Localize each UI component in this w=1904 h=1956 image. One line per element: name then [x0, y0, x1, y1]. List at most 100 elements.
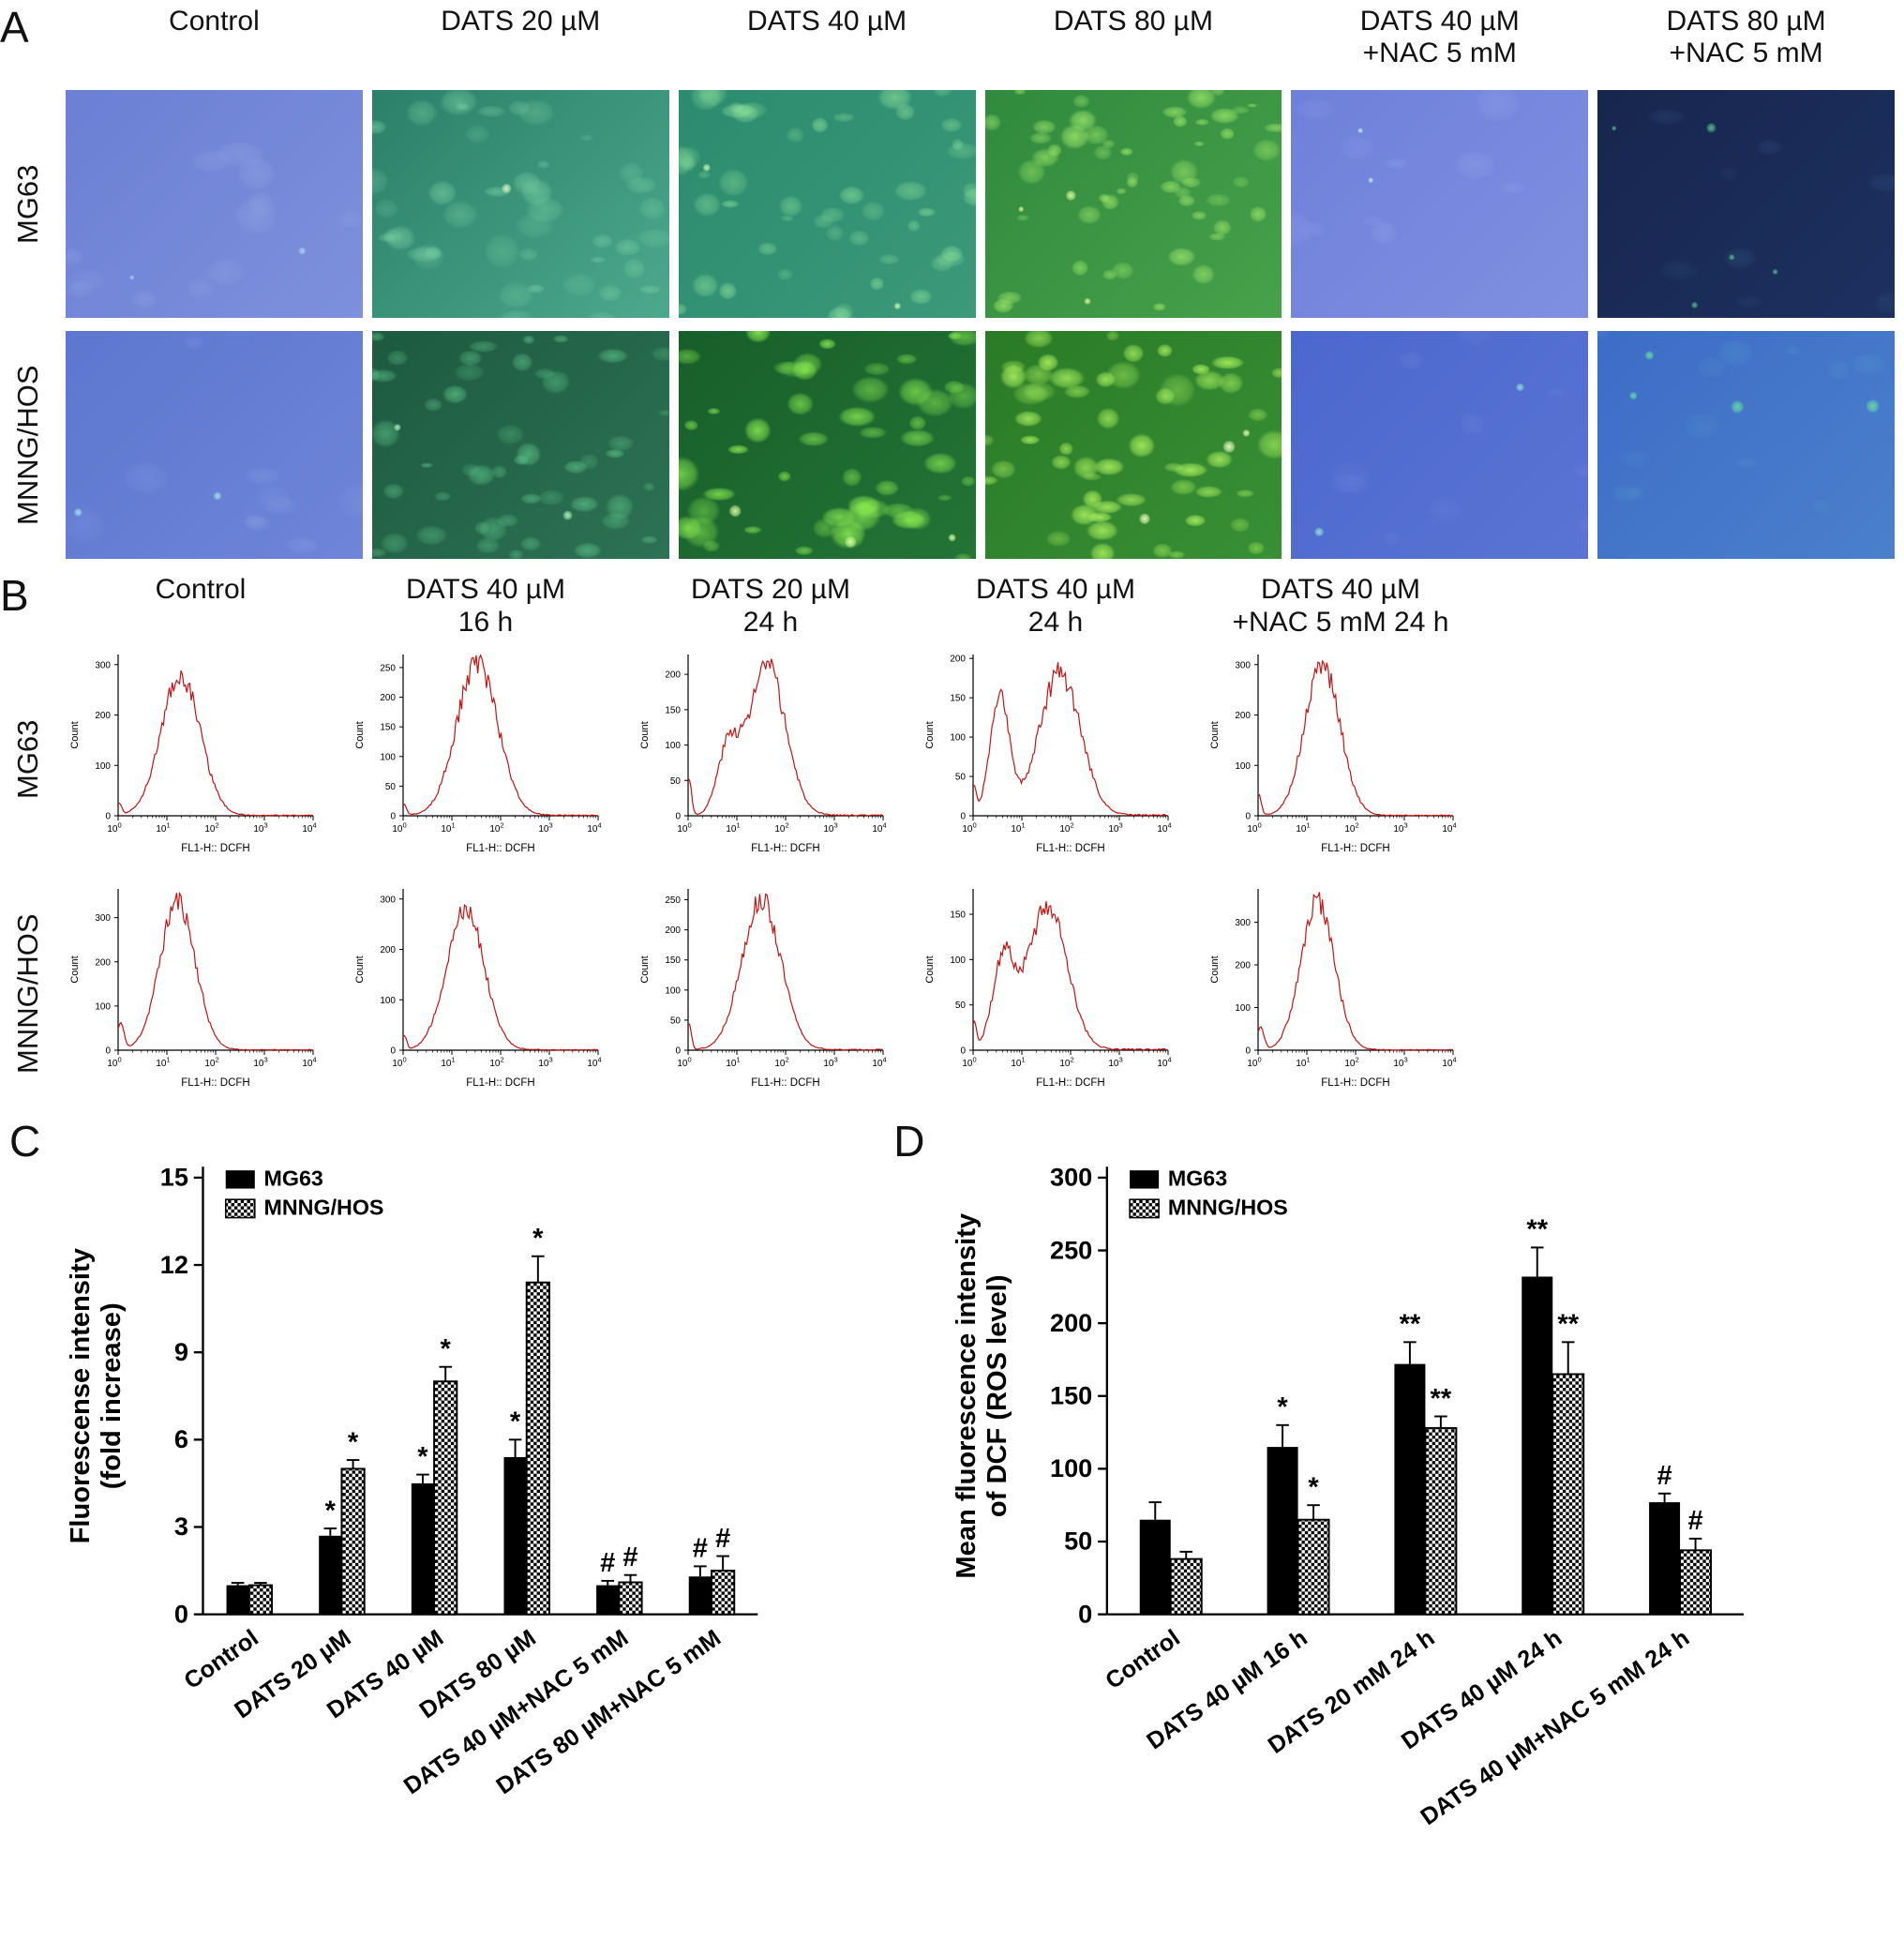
x-axis-title: FL1-H:: DCFH [181, 843, 249, 854]
y-axis-title: Count [639, 721, 651, 748]
flow-histogram: 0 50 100 150 200 250 100 101 102 103 104 Count FL1-H… [639, 889, 887, 1089]
significance-marker: * [348, 1427, 359, 1457]
y-tick-label: 150 [950, 910, 966, 921]
x-tick-label: 103 [253, 821, 267, 835]
significance-marker: * [1309, 1472, 1320, 1502]
x-tick-label: 102 [1059, 821, 1073, 835]
x-tick-label: 104 [1157, 821, 1171, 835]
x-axis-title: FL1-H:: DCFH [1321, 843, 1389, 854]
x-tick-label: 101 [156, 1056, 170, 1070]
y-tick-label: 150 [950, 694, 966, 704]
x-tick-label: 101 [1296, 821, 1310, 835]
bar-mg63 [1394, 1363, 1426, 1615]
significance-marker: # [623, 1542, 638, 1572]
micrograph-tile [1291, 331, 1589, 559]
y-tick-label: 100 [380, 996, 396, 1006]
panel-a-corner: A [0, 6, 56, 77]
bar-mnng-hos [1297, 1518, 1331, 1616]
flow-curve [1257, 892, 1453, 1051]
row-label-mg63: MG63 [11, 164, 44, 244]
bar-mg63 [503, 1456, 527, 1615]
x-tick-label: 103 [823, 1056, 837, 1070]
x-tick-label: 101 [441, 821, 455, 835]
hist-cell: 0 100 200 300 100 101 102 103 104 Count FL1-H:: DC… [1200, 643, 1481, 876]
flow-curve [972, 901, 1168, 1051]
x-tick-label: 103 [538, 1056, 552, 1070]
y-axis-title: Count [639, 955, 651, 983]
y-axis-title: of DCF (ROS level) [983, 1274, 1013, 1517]
row-label-mnng-hos: MNNG/HOS [11, 913, 44, 1075]
y-tick-label: 9 [174, 1337, 188, 1366]
x-tick-label: 103 [253, 1056, 267, 1070]
x-tick-label: 103 [1108, 1056, 1122, 1070]
x-tick-label: 102 [489, 1056, 503, 1070]
x-tick-label: 103 [1108, 821, 1122, 835]
legend-swatch [1130, 1170, 1160, 1189]
legend-label: MG63 [1168, 1166, 1227, 1191]
panel-b-column-header: DATS 20 µM 24 h [690, 574, 851, 638]
flow-curve [687, 893, 883, 1051]
y-tick-label: 300 [1050, 1163, 1092, 1192]
y-tick-label: 0 [960, 1046, 966, 1057]
y-tick-label: 6 [174, 1424, 188, 1453]
x-tick-label: 101 [1011, 821, 1025, 835]
y-tick-label: 100 [665, 986, 681, 996]
flow-curve [1257, 659, 1453, 817]
x-tick-label: 102 [774, 821, 788, 835]
micrograph-tile [1597, 331, 1895, 559]
y-tick-label: 200 [1235, 960, 1251, 970]
y-tick-label: 300 [1235, 918, 1251, 928]
panel-c: C 0 3 6 9 12 15 Fluorescense intensity (fold in… [0, 1114, 884, 1956]
y-tick-label: 0 [1245, 812, 1251, 822]
bar-mnng-hos [711, 1570, 736, 1616]
x-tick-label: 104 [1157, 1056, 1171, 1070]
panel-c-label: C [9, 1117, 41, 1166]
y-tick-label: 250 [665, 895, 681, 906]
y-tick-label: 0 [390, 812, 396, 822]
x-axis-title: FL1-H:: DCFH [466, 1077, 534, 1089]
micrograph-tile [678, 90, 976, 318]
x-tick-label: 103 [1393, 821, 1407, 835]
x-tick-label: 100 [962, 1056, 976, 1070]
hist-cell: 0 100 200 300 100 101 102 103 104 Count FL1-H:: DC… [60, 878, 341, 1110]
legend-swatch [225, 1198, 256, 1219]
hist-cell: 0 50 100 150 200 250 100 101 102 103 104 Count FL1-H… [630, 878, 911, 1110]
y-tick-label: 50 [955, 773, 967, 783]
row-label-mg63: MG63 [11, 719, 44, 800]
y-axis-title: Count [1209, 721, 1221, 748]
y-tick-label: 50 [1065, 1527, 1093, 1556]
y-tick-label: 200 [95, 711, 111, 721]
bar-mg63 [226, 1585, 250, 1615]
bar-mg63 [412, 1482, 435, 1615]
y-axis-title: (fold increase) [97, 1302, 127, 1489]
panel-a-column-header: DATS 80 µM [1053, 6, 1213, 37]
bar-mg63 [319, 1535, 342, 1615]
hist-cell: 0 50 100 150 200 250 100 101 102 103 104 Count FL1-H… [345, 643, 626, 876]
panel-a-column-header: Control [169, 6, 260, 37]
bar-mnng-hos [248, 1584, 274, 1616]
y-tick-label: 0 [105, 812, 111, 822]
flow-curve [402, 654, 598, 817]
bar-mg63 [1140, 1519, 1172, 1615]
micrograph-tile [371, 90, 669, 318]
significance-marker: ** [1527, 1215, 1549, 1245]
legend-label: MNNG/HOS [1168, 1196, 1288, 1220]
y-tick-label: 3 [174, 1512, 188, 1541]
micrograph-tile [1291, 90, 1589, 318]
panel-c-d: C 0 3 6 9 12 15 Fluorescense intensity (fold in… [0, 1114, 1904, 1956]
significance-marker: # [600, 1548, 615, 1578]
panel-a-column-header: DATS 80 µM +NAC 5 mM [1666, 6, 1826, 69]
panel-d: D 0 50 100 150 200 250 300 Mean fluorescence in… [884, 1114, 1890, 1956]
panel-b-grid: B Control DATS 40 µM 16 h DATS 20 µM 24 … [0, 574, 1904, 1110]
significance-marker: * [1278, 1392, 1289, 1422]
x-tick-label: 104 [302, 821, 316, 835]
flow-curve [117, 670, 313, 817]
y-tick-label: 150 [380, 723, 396, 733]
